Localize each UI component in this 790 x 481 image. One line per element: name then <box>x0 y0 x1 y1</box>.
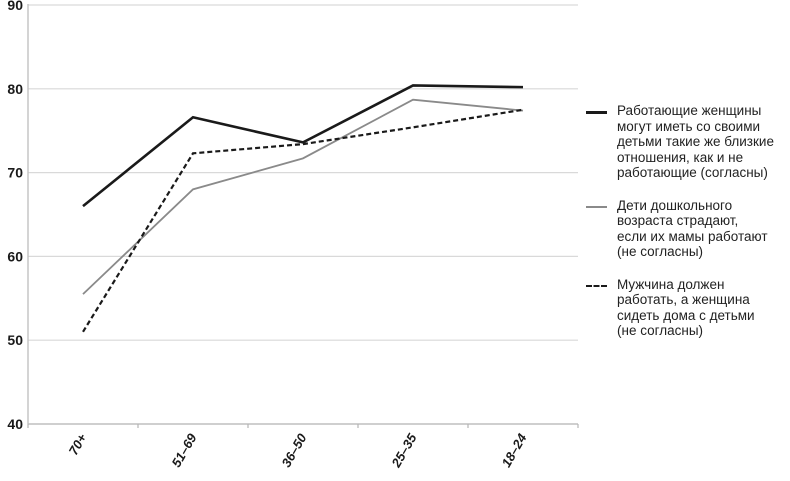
y-axis-tick-label: 90 <box>7 0 23 13</box>
y-axis-tick-label: 60 <box>7 248 23 264</box>
legend-solid-gray-line-icon <box>586 205 607 208</box>
legend-label: Мужчина должен работать, а женщина сидет… <box>617 276 755 339</box>
legend: Работающие женщины могут иметь со своими… <box>586 103 786 356</box>
x-axis-tick-label: 36–50 <box>279 430 310 469</box>
y-axis-tick-label: 40 <box>7 416 23 432</box>
x-axis-tick-label: 18–24 <box>499 430 530 469</box>
legend-label: Работающие женщины могут иметь со своими… <box>617 103 774 180</box>
line-chart-plot-area: 40 50 60 70 80 90 70+ 51–69 36–50 25–35 18–24 <box>7 0 579 471</box>
x-axis-tick-label: 25–35 <box>388 430 420 470</box>
series-line-1 <box>82 98 524 295</box>
series-line-2 <box>82 108 524 333</box>
legend-dashed-black-line-icon <box>586 284 607 287</box>
legend-item-working-women: Работающие женщины могут иметь со своими… <box>586 103 786 181</box>
x-axis-tick-label: 51–69 <box>169 430 200 469</box>
y-axis-tick-label: 80 <box>7 81 23 97</box>
legend-label: Дети дошкольного возраста страдают, если… <box>617 197 768 260</box>
legend-item-preschool-children: Дети дошкольного возраста страдают, если… <box>586 198 786 260</box>
y-axis-tick-label: 50 <box>7 332 23 348</box>
x-axis-tick-label: 70+ <box>66 431 90 458</box>
y-axis-tick-label: 70 <box>7 165 23 181</box>
legend-solid-black-line-icon <box>586 111 607 114</box>
legend-item-man-must-work: Мужчина должен работать, а женщина сидет… <box>586 277 786 339</box>
series-line-0 <box>82 84 524 208</box>
